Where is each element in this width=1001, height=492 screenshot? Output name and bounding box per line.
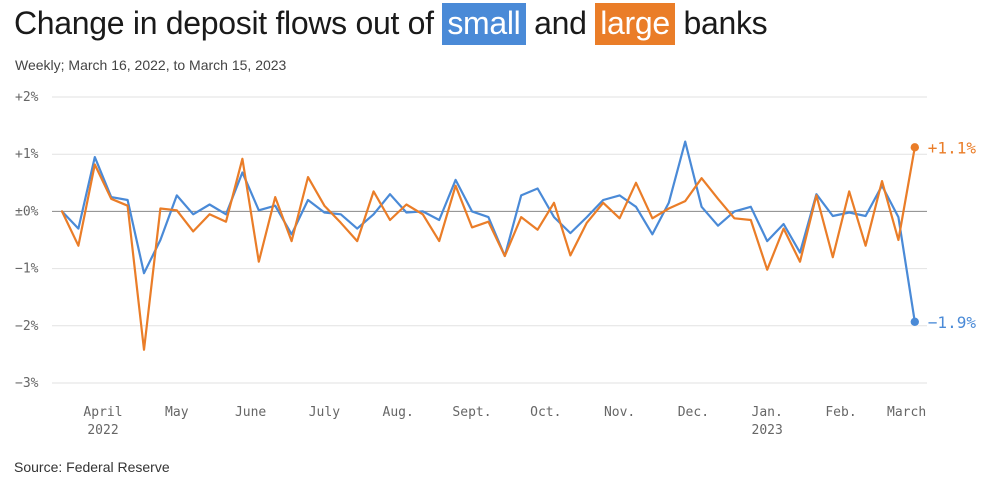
y-tick-label: −3% [15,376,39,391]
x-tick-year-label: 2023 [752,423,783,438]
x-tick-label: April [83,405,122,420]
x-tick-label: Nov. [604,405,635,420]
x-tick-label: Oct. [530,405,561,420]
x-tick-label: June [235,405,266,420]
end-point-small [910,317,919,326]
end-point-large [910,143,919,152]
y-tick-label: −1% [15,262,39,277]
title-part-middle: and [525,5,596,41]
x-tick-label: May [165,405,189,420]
end-label-small: −1.9% [928,313,977,332]
y-tick-label: +1% [15,147,39,162]
title-highlight-large: large [595,3,675,45]
x-tick-label: Aug. [383,405,414,420]
x-tick-label: July [309,405,340,420]
x-tick-label: Feb. [825,405,856,420]
y-tick-label: −2% [15,319,39,334]
x-tick-label: Dec. [678,405,709,420]
end-label-large: +1.1% [928,138,977,157]
source-note: Source: Federal Reserve [14,459,170,475]
x-tick-label: Jan. [752,405,783,420]
title-part-after: banks [674,5,768,41]
y-tick-label: ±0% [15,204,39,219]
title-highlight-small: small [442,3,526,45]
x-tick-year-label: 2022 [87,423,118,438]
series-line-small [60,140,916,323]
x-tick-label: Sept. [452,405,491,420]
series-line-large [60,146,916,351]
y-tick-label: +2% [15,90,39,105]
chart-title: Change in deposit flows out of small and… [14,2,768,45]
x-tick-label: March [887,405,926,420]
title-part-before: Change in deposit flows out of [14,5,443,41]
chart-subtitle: Weekly; March 16, 2022, to March 15, 202… [15,57,287,73]
